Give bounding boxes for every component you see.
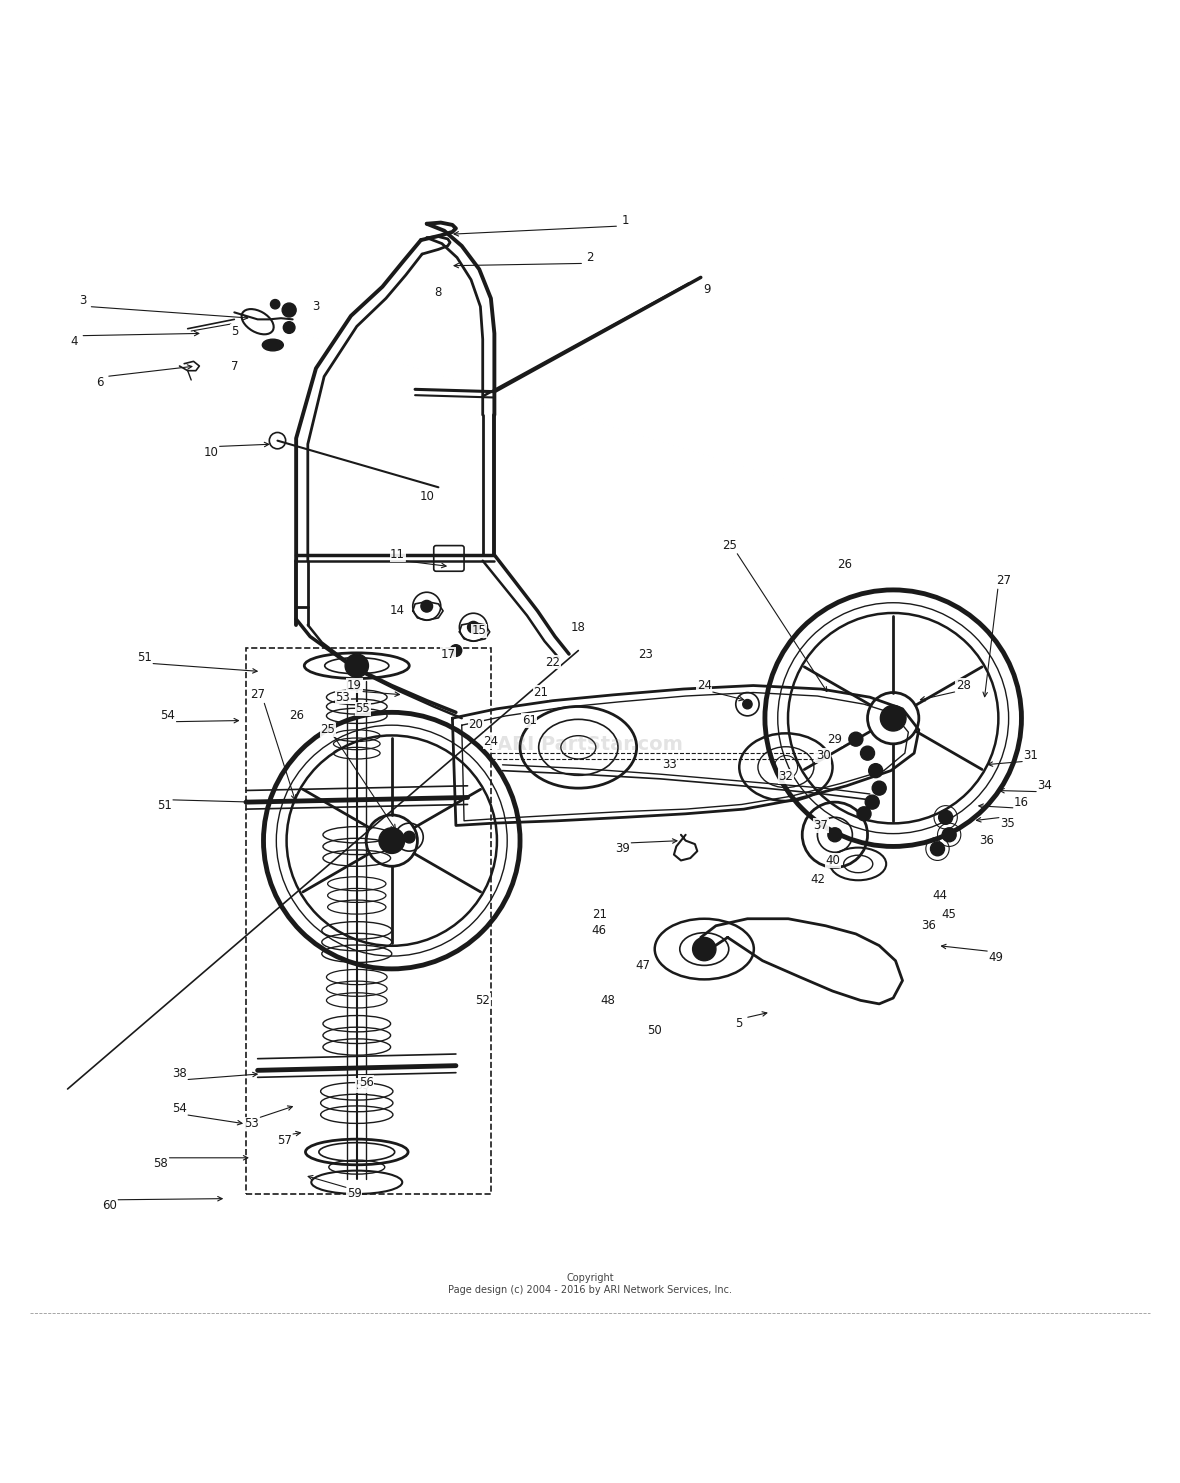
Text: 15: 15 — [472, 624, 486, 638]
Circle shape — [693, 937, 716, 961]
Text: 11: 11 — [391, 549, 405, 562]
Bar — [245, 648, 491, 1194]
Text: 10: 10 — [419, 489, 434, 503]
Text: 26: 26 — [837, 558, 852, 571]
Text: 30: 30 — [815, 749, 831, 762]
Text: Copyright
Page design (c) 2004 - 2016 by ARI Network Services, Inc.: Copyright Page design (c) 2004 - 2016 by… — [448, 1272, 732, 1295]
Text: 17: 17 — [440, 648, 455, 660]
Text: 2: 2 — [586, 251, 594, 264]
Circle shape — [857, 807, 871, 820]
Text: 3: 3 — [79, 294, 86, 307]
Text: 55: 55 — [355, 1080, 371, 1091]
Circle shape — [942, 828, 956, 842]
Text: 35: 35 — [1001, 817, 1015, 829]
Circle shape — [860, 746, 874, 761]
Text: 8: 8 — [434, 286, 442, 300]
Text: 14: 14 — [391, 605, 405, 617]
Text: 18: 18 — [571, 621, 585, 633]
Text: 40: 40 — [825, 854, 840, 868]
Text: 48: 48 — [601, 994, 615, 1007]
Text: 21: 21 — [592, 908, 607, 921]
Circle shape — [848, 733, 863, 746]
Circle shape — [283, 322, 295, 334]
Text: 36: 36 — [920, 919, 936, 933]
Circle shape — [872, 782, 886, 795]
Text: 57: 57 — [277, 1134, 291, 1146]
Text: 36: 36 — [979, 833, 994, 847]
Circle shape — [828, 828, 841, 842]
Text: 5: 5 — [230, 325, 238, 338]
Text: 50: 50 — [647, 1025, 662, 1037]
Text: 9: 9 — [703, 283, 710, 295]
Text: 24: 24 — [696, 679, 712, 693]
Text: 52: 52 — [476, 994, 490, 1007]
Text: 54: 54 — [172, 1102, 186, 1115]
Text: 26: 26 — [289, 709, 303, 722]
Text: 53: 53 — [335, 691, 350, 704]
Text: 55: 55 — [355, 703, 371, 715]
Text: 25: 25 — [722, 540, 738, 552]
Circle shape — [938, 810, 952, 825]
Text: 56: 56 — [359, 1075, 374, 1089]
Text: 27: 27 — [250, 688, 266, 701]
Text: 10: 10 — [204, 446, 218, 458]
Text: 51: 51 — [157, 799, 172, 813]
Circle shape — [467, 621, 479, 633]
Text: 58: 58 — [153, 1157, 169, 1170]
Text: 20: 20 — [468, 718, 483, 731]
Text: 42: 42 — [809, 872, 825, 885]
Text: 39: 39 — [615, 842, 630, 856]
Text: 1: 1 — [621, 214, 629, 227]
Text: 6: 6 — [97, 375, 104, 389]
Text: 28: 28 — [956, 679, 971, 693]
Text: 31: 31 — [1023, 749, 1038, 762]
Text: 37: 37 — [813, 819, 828, 832]
Text: 51: 51 — [137, 651, 152, 664]
Text: ARI PartStar.com: ARI PartStar.com — [497, 736, 683, 755]
Circle shape — [270, 300, 280, 308]
Text: 29: 29 — [827, 733, 843, 746]
Text: 21: 21 — [533, 687, 549, 698]
Text: 53: 53 — [244, 1118, 260, 1130]
Text: 5: 5 — [735, 1017, 743, 1031]
Circle shape — [742, 700, 752, 709]
Text: 24: 24 — [484, 736, 498, 747]
Text: 22: 22 — [545, 655, 560, 669]
Text: 4: 4 — [71, 335, 78, 349]
Text: 47: 47 — [635, 960, 650, 971]
Text: 38: 38 — [172, 1068, 186, 1080]
Text: 25: 25 — [320, 724, 335, 737]
Circle shape — [865, 795, 879, 810]
Circle shape — [931, 842, 944, 856]
Ellipse shape — [262, 340, 283, 351]
Text: 34: 34 — [1037, 779, 1053, 792]
Text: 23: 23 — [638, 648, 654, 660]
Text: 60: 60 — [103, 1200, 117, 1212]
Circle shape — [345, 654, 368, 678]
Text: 19: 19 — [347, 679, 362, 693]
Text: 45: 45 — [942, 908, 957, 921]
Circle shape — [379, 828, 405, 853]
Text: 61: 61 — [522, 713, 537, 727]
Text: 44: 44 — [932, 888, 948, 902]
Circle shape — [880, 706, 906, 731]
Text: 33: 33 — [662, 758, 676, 771]
Text: 7: 7 — [230, 359, 238, 372]
Text: 59: 59 — [347, 1188, 362, 1200]
Circle shape — [450, 645, 461, 657]
Circle shape — [421, 601, 433, 612]
Circle shape — [282, 303, 296, 317]
Text: 27: 27 — [996, 574, 1011, 587]
Text: 32: 32 — [779, 770, 793, 783]
Text: 16: 16 — [1014, 796, 1029, 808]
Text: 46: 46 — [592, 924, 607, 937]
Text: 49: 49 — [989, 951, 1003, 964]
Text: 54: 54 — [160, 709, 176, 722]
Circle shape — [404, 832, 415, 842]
Text: 3: 3 — [313, 300, 320, 313]
Circle shape — [868, 764, 883, 777]
